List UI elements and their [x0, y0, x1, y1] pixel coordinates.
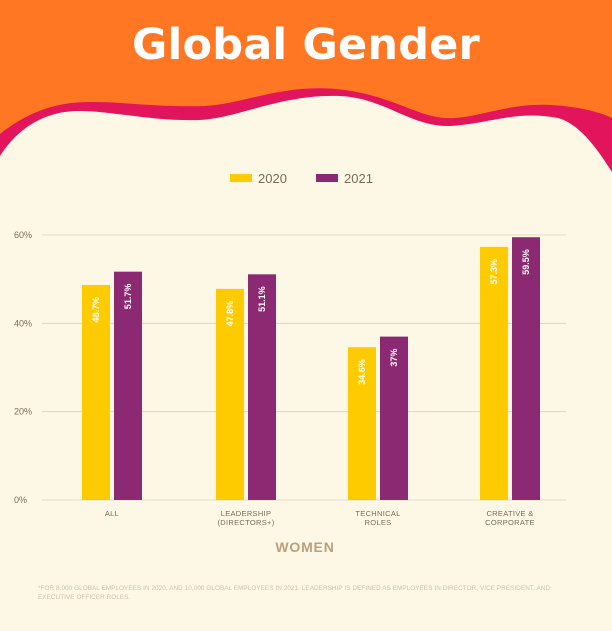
bar-2021 — [248, 274, 276, 500]
bar-2020 — [348, 347, 376, 500]
x-tick-label-line: (DIRECTORS+) — [217, 518, 274, 527]
chart-bars: 48.7% 51.7% 47.8% 51.1% 34.6% 37% 57.3% 59.5% — [82, 237, 540, 501]
y-tick-label: 60% — [14, 230, 32, 240]
chart-legend: 2020 2021 — [230, 171, 373, 186]
footnote: *For 8,000 global employees in 2020, and… — [38, 585, 551, 601]
x-tick-label-line: ROLES — [365, 518, 392, 527]
legend-label-2021: 2021 — [344, 171, 373, 186]
x-tick-label-line: LEADERSHIP — [221, 509, 272, 518]
bar-value-label: 34.6% — [357, 359, 367, 385]
bar-2021 — [114, 271, 142, 500]
bar-2020 — [480, 246, 508, 500]
bar-2021 — [380, 336, 408, 500]
legend-swatch-2020 — [230, 174, 252, 182]
y-tick-label: 0% — [14, 495, 27, 505]
bar-chart: 2020 2021 0% 20% 40% 60% 48.7% 51.7% 47.8% 51.1… — [14, 171, 566, 555]
x-tick-label-line: ALL — [105, 509, 119, 518]
x-tick-label: CREATIVE & CORPORATE — [485, 509, 535, 527]
bar-2020 — [216, 288, 244, 500]
x-axis-ticks: ALL LEADERSHIP (DIRECTORS+) TECHNICAL ROLES C… — [105, 509, 535, 527]
legend-label-2020: 2020 — [258, 171, 287, 186]
x-tick-label: TECHNICAL ROLES — [355, 509, 400, 527]
bar-value-label: 48.7% — [91, 297, 101, 323]
bar-2021 — [512, 237, 540, 501]
header-orange-wave — [0, 0, 612, 134]
page-title: Global Gender — [132, 20, 480, 70]
header-banner — [0, 0, 612, 172]
x-tick-label-line: TECHNICAL — [355, 509, 400, 518]
x-tick-label-line: CREATIVE & — [486, 509, 533, 518]
x-tick-label: ALL — [105, 509, 119, 518]
bar-value-label: 59.5% — [521, 249, 531, 275]
bar-value-label: 51.1% — [257, 286, 267, 312]
y-tick-label: 40% — [14, 318, 32, 328]
bar-value-label: 37% — [389, 349, 399, 367]
bar-value-label: 51.7% — [123, 284, 133, 310]
y-tick-label: 20% — [14, 407, 32, 417]
x-tick-label-line: CORPORATE — [485, 518, 535, 527]
legend-swatch-2021 — [316, 174, 338, 182]
bar-value-label: 57.3% — [489, 259, 499, 285]
bar-value-label: 47.8% — [225, 301, 235, 327]
x-axis-label: WOMEN — [275, 539, 334, 555]
bar-2020 — [82, 284, 110, 500]
x-tick-label: LEADERSHIP (DIRECTORS+) — [217, 509, 274, 527]
